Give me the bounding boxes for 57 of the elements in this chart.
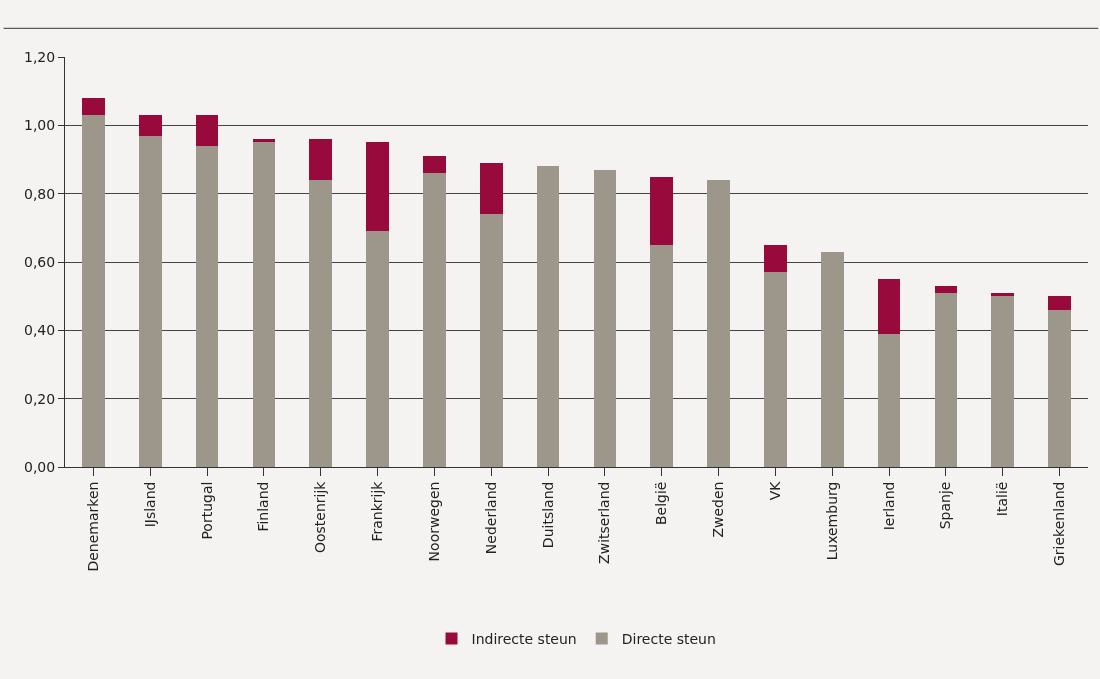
y-tick-label: 0,80 <box>24 185 56 202</box>
x-tick-label: Noorwegen <box>425 481 442 562</box>
bar <box>252 142 276 467</box>
x-tick-label: IJsland <box>141 481 158 528</box>
y-tick-label: 0,60 <box>24 253 56 270</box>
bar <box>764 244 787 273</box>
x-tick-label: Zweden <box>710 481 727 538</box>
x-tick-label: Italië <box>994 481 1011 517</box>
y-tick-label: 1,00 <box>24 117 56 134</box>
x-tick-label: België <box>653 481 670 526</box>
bar <box>366 142 389 232</box>
bar <box>934 292 958 467</box>
bar <box>650 244 674 467</box>
bar <box>820 251 844 467</box>
bar <box>877 279 901 334</box>
legend-label: Indirecte steun <box>471 630 577 647</box>
x-tick-label: Luxemburg <box>823 481 840 561</box>
bar <box>423 156 446 174</box>
bar <box>934 285 958 293</box>
x-tick-label: Spanje <box>937 481 954 530</box>
bar <box>82 98 105 116</box>
bar <box>877 333 901 467</box>
bar <box>309 180 333 467</box>
bar <box>479 214 503 467</box>
bar <box>195 115 219 146</box>
bar <box>650 176 674 245</box>
x-tick-label: Zwitserland <box>596 481 613 564</box>
bar <box>138 135 162 467</box>
x-tick-label: Portugal <box>198 481 215 540</box>
bar <box>309 139 333 180</box>
x-tick-label: Frankrijk <box>369 480 386 542</box>
y-tick-label: 0,40 <box>24 322 56 339</box>
bar <box>991 296 1015 467</box>
bar <box>423 173 446 467</box>
y-tick-label: 0,00 <box>24 458 56 475</box>
bar <box>1048 296 1071 310</box>
bar <box>195 145 219 467</box>
bar <box>764 272 787 467</box>
bar <box>536 166 560 467</box>
bar <box>479 162 503 215</box>
x-tick-label: Finland <box>255 481 272 532</box>
bar <box>707 180 730 467</box>
bar <box>1048 309 1071 467</box>
bar <box>366 231 389 467</box>
y-tick-label: 0,20 <box>24 390 56 407</box>
x-tick-label: Duitsland <box>539 481 556 549</box>
x-tick-label: VK <box>766 480 783 501</box>
x-tick-label: Griekenland <box>1051 481 1068 567</box>
x-tick-label: Denemarken <box>84 481 101 572</box>
x-tick-label: Nederland <box>482 481 499 555</box>
y-tick-label: 1,20 <box>24 48 56 65</box>
bar <box>138 115 162 136</box>
bar <box>82 115 105 467</box>
bar <box>593 169 617 467</box>
x-tick-label: Ierland <box>880 481 897 531</box>
x-tick-label: Oostenrijk <box>312 480 329 554</box>
legend-label: Directe steun <box>621 630 716 647</box>
